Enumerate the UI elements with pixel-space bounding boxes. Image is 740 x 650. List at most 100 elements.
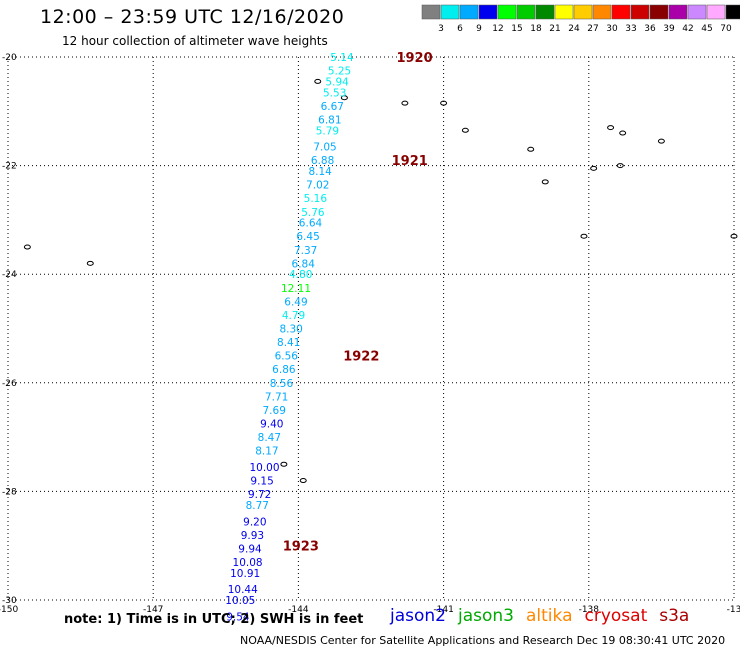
satellite-name: s3a xyxy=(659,606,690,626)
legend-swatch xyxy=(440,4,460,20)
island-outline xyxy=(527,146,535,152)
wave-height-value: 7.02 xyxy=(306,180,329,192)
satellite-name: jason3 xyxy=(458,606,514,626)
wave-height-value: 5.76 xyxy=(301,207,325,219)
wave-height-value: 6.64 xyxy=(299,218,323,230)
chart-title: 12:00 – 23:59 UTC 12/16/2020 xyxy=(40,6,345,28)
legend-swatch xyxy=(554,4,574,20)
island-outline xyxy=(299,478,307,484)
legend-swatch xyxy=(459,4,479,20)
wave-height-value: 8.41 xyxy=(277,337,300,349)
island-outline xyxy=(440,100,448,106)
legend-tick-label: 21 xyxy=(549,24,560,34)
legend-swatch xyxy=(573,4,593,20)
time-label: 1922 xyxy=(343,350,379,365)
island-outline xyxy=(461,127,469,133)
island-outline xyxy=(580,233,588,239)
island-outline xyxy=(730,233,738,239)
legend-tick-label: 30 xyxy=(606,24,618,34)
chart-subtitle: 12 hour collection of altimeter wave hei… xyxy=(62,34,328,48)
y-tick-label: -20 xyxy=(2,53,17,63)
island-outline xyxy=(541,179,549,185)
wave-height-value: 5.79 xyxy=(316,125,339,137)
legend-tick-label: 33 xyxy=(625,24,636,34)
wave-height-value: 7.05 xyxy=(313,142,336,154)
legend-tick-label: 42 xyxy=(682,24,693,34)
island-outline xyxy=(23,244,31,250)
map-grid xyxy=(7,56,735,601)
wave-height-value: 6.86 xyxy=(272,364,296,376)
wave-height-value: 5.94 xyxy=(325,76,349,88)
wave-height-value: 10.91 xyxy=(230,568,260,580)
wave-height-value: 6.67 xyxy=(321,101,344,113)
footer-credit: NOAA/NESDIS Center for Satellite Applica… xyxy=(240,634,726,647)
island-outline xyxy=(657,138,665,144)
wave-height-value: 10.05 xyxy=(225,595,255,607)
wave-height-value: 8.14 xyxy=(308,166,332,178)
wave-height-value: 12.11 xyxy=(281,283,311,295)
wave-height-value: 6.84 xyxy=(292,258,316,270)
wave-height-value: 6.81 xyxy=(318,114,341,126)
legend-swatch xyxy=(516,4,536,20)
wave-height-value: 8.30 xyxy=(279,324,302,336)
axis-tick-labels: -150 -147 -144 -141 -138 -13 -20 -22 -24 -26 -28 -3… xyxy=(0,53,740,615)
wave-height-value: 10.08 xyxy=(233,557,263,569)
wave-height-value: 8.17 xyxy=(255,446,278,458)
legend-tick-label: 15 xyxy=(511,24,522,34)
time-label: 1923 xyxy=(283,540,319,555)
wave-height-value: 4.79 xyxy=(282,310,305,322)
satellite-name: cryosat xyxy=(584,606,648,626)
legend-tick-label: 9 xyxy=(476,24,482,34)
legend-swatch xyxy=(668,4,688,20)
island-outline xyxy=(340,95,348,101)
y-tick-label: -28 xyxy=(2,487,17,497)
y-tick-label: -24 xyxy=(2,270,17,280)
legend-tick-label: 12 xyxy=(492,24,503,34)
legend-tick-label: 3 xyxy=(438,24,444,34)
wave-height-value: 9.93 xyxy=(241,530,264,542)
legend-tick-label: 70 xyxy=(720,24,732,34)
legend-tick-label: 39 xyxy=(663,24,675,34)
time-label: 1921 xyxy=(392,154,428,169)
wave-height-value: 9.72 xyxy=(248,489,271,501)
wave-height-value: 7.37 xyxy=(294,245,317,257)
wave-height-value: 6.49 xyxy=(284,296,307,308)
island-outline xyxy=(619,130,627,136)
wave-height-value: 9.20 xyxy=(243,516,266,528)
x-tick-label: -13 xyxy=(727,605,740,615)
legend-tick-label: 27 xyxy=(587,24,598,34)
y-tick-label: -26 xyxy=(2,379,17,389)
x-tick-label: -141 xyxy=(433,605,453,615)
x-tick-label: -150 xyxy=(0,605,18,615)
wave-height-value: 6.88 xyxy=(311,155,334,167)
wave-height-value: 10.44 xyxy=(228,584,258,596)
legend-swatch xyxy=(535,4,555,20)
legend-swatch xyxy=(421,4,441,20)
satellite-name: jason2 xyxy=(390,606,446,626)
wave-height-value: 5.25 xyxy=(328,66,351,78)
legend-tick-label: 45 xyxy=(701,24,712,34)
wave-height-value: 7.71 xyxy=(265,391,288,403)
x-tick-label: -147 xyxy=(143,605,163,615)
y-tick-label: -30 xyxy=(2,596,17,606)
footer-note: note: 1) Time is in UTC; 2) SWH is in fe… xyxy=(64,612,364,627)
wave-height-value: 5.53 xyxy=(323,87,346,99)
wave-height-value: 10.00 xyxy=(249,462,279,474)
wave-height-value: 5.14 xyxy=(330,52,354,64)
wave-height-value: 6.56 xyxy=(275,351,299,363)
wave-height-value: 9.40 xyxy=(260,419,283,431)
legend-tick-label: 36 xyxy=(644,24,656,34)
island-outline xyxy=(86,260,94,266)
wave-height-value: 9.54 xyxy=(226,611,250,623)
legend-tick-label: 6 xyxy=(457,24,463,34)
islands-layer xyxy=(23,78,738,484)
wave-height-value: 9.94 xyxy=(238,543,262,555)
x-tick-label: -144 xyxy=(288,605,309,615)
legend-tick-label: 24 xyxy=(568,24,580,34)
island-outline xyxy=(616,163,624,169)
satellite-name: altika xyxy=(526,606,573,626)
wave-height-value: 8.47 xyxy=(258,432,281,444)
island-outline xyxy=(280,461,288,467)
time-label: 1920 xyxy=(396,51,432,66)
